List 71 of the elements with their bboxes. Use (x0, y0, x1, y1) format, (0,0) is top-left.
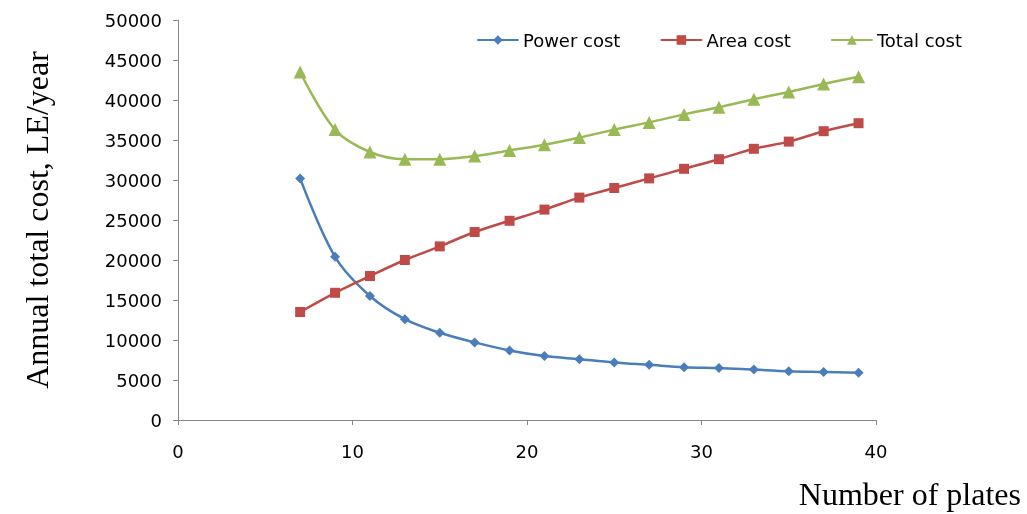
x-tick-label: 0 (172, 440, 184, 462)
y-tick-label: 10000 (104, 329, 162, 351)
point (609, 183, 620, 193)
point (609, 357, 620, 368)
point (713, 154, 724, 165)
point (504, 345, 515, 356)
point (677, 107, 691, 121)
x-tick-label: 10 (341, 440, 364, 462)
legend-label: Area cost (706, 29, 791, 51)
y-tick-label: 30000 (104, 169, 162, 191)
y-tick-label: 45000 (104, 49, 162, 71)
x-tick-label: 40 (864, 440, 888, 462)
point (469, 227, 480, 237)
point (398, 152, 412, 166)
point (712, 100, 726, 114)
y-tick-label: 35000 (104, 129, 162, 151)
point (537, 138, 551, 152)
point (433, 152, 447, 166)
point (783, 136, 794, 147)
point (539, 204, 550, 215)
point (330, 251, 341, 262)
point (363, 145, 377, 159)
point (607, 123, 621, 137)
y-tick-label: 15000 (104, 289, 162, 311)
point (679, 362, 690, 373)
point (853, 118, 864, 129)
point (747, 92, 761, 106)
y-tick-label: 40000 (104, 89, 162, 111)
y-tick-label: 50000 (104, 9, 162, 31)
x-axis-title: Number of plates (798, 476, 1021, 512)
point (748, 364, 759, 375)
y-tick-label: 20000 (104, 249, 162, 271)
point (504, 215, 515, 226)
point (503, 143, 517, 157)
point (679, 163, 690, 174)
point (644, 173, 655, 184)
point (642, 115, 656, 129)
y-tick-label: 25000 (104, 209, 162, 231)
point (364, 291, 375, 301)
point (783, 366, 794, 377)
y-tick-label: 5000 (116, 369, 162, 391)
point (782, 85, 796, 99)
point (644, 359, 655, 370)
point (434, 241, 445, 252)
y-axis-title: Annual total cost, LE/year (19, 50, 55, 389)
point (572, 131, 586, 145)
point (330, 287, 341, 298)
point (853, 367, 864, 378)
point (295, 307, 306, 317)
point (818, 126, 829, 137)
point (574, 354, 585, 365)
point (399, 314, 410, 325)
point (293, 65, 307, 79)
point (468, 149, 482, 163)
point (295, 173, 306, 184)
point (852, 70, 866, 84)
x-tick-label: 30 (690, 440, 713, 462)
legend-label: Total cost (875, 29, 962, 51)
legend-label: Power cost (522, 29, 621, 51)
point (364, 271, 375, 281)
point (539, 351, 550, 361)
y-tick-label: 0 (150, 409, 162, 431)
point (748, 143, 759, 154)
point (469, 337, 480, 348)
point (574, 192, 585, 203)
point (399, 255, 410, 265)
x-tick-label: 20 (515, 440, 539, 462)
point (817, 77, 831, 91)
point (818, 367, 829, 377)
point (434, 327, 445, 338)
point (328, 123, 342, 137)
